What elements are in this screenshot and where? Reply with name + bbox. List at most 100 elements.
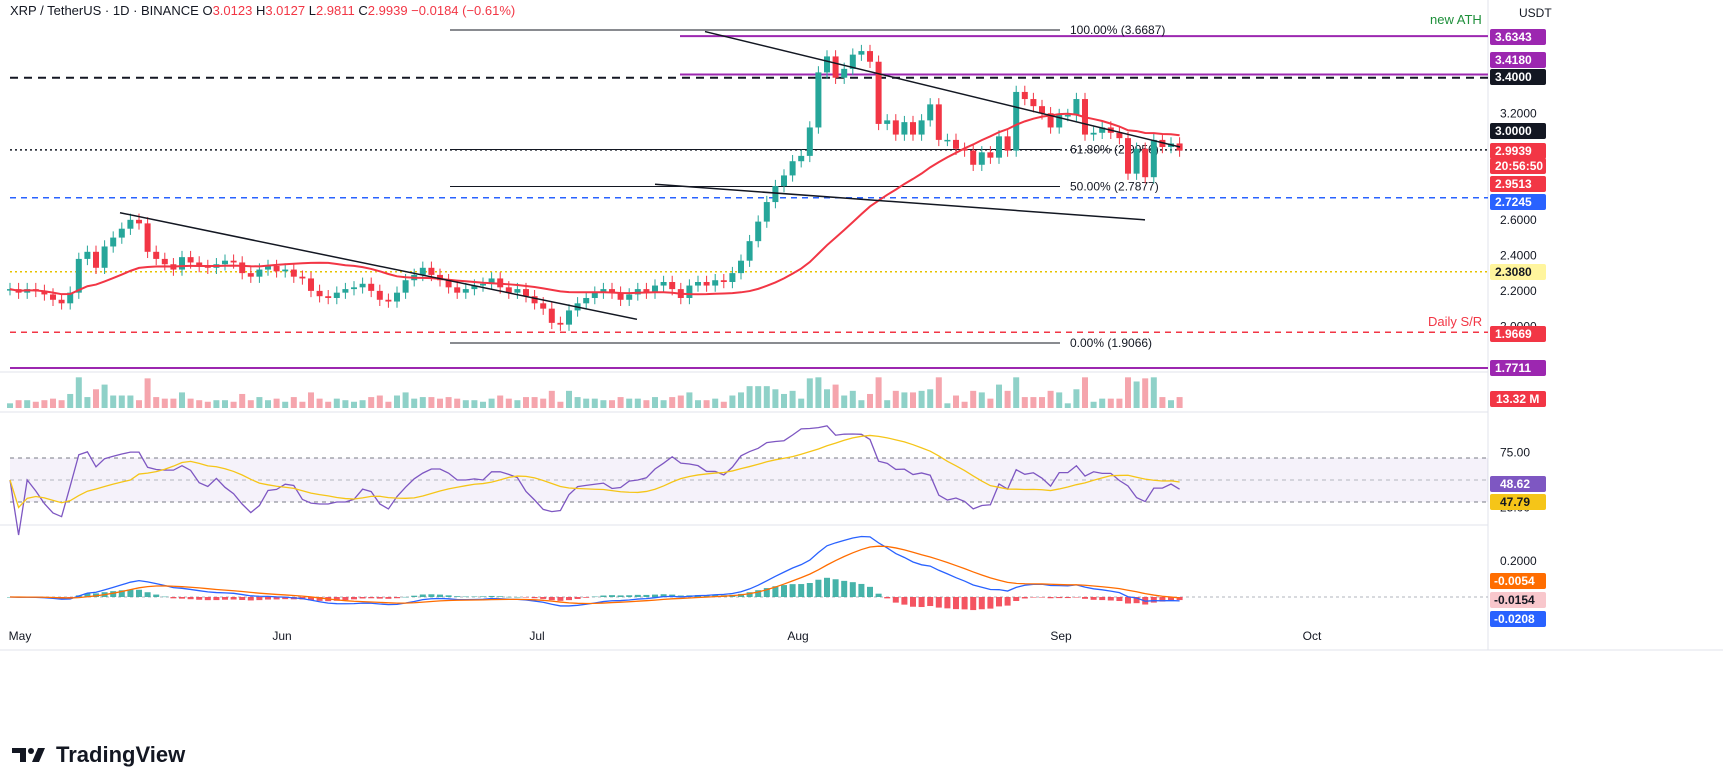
macd-histogram-bar <box>1159 597 1166 602</box>
macd-histogram-bar <box>557 597 564 601</box>
volume-bar <box>1047 390 1054 408</box>
macd-histogram-bar <box>161 596 168 598</box>
macd-histogram-bar <box>445 595 452 597</box>
volume-bar <box>669 397 676 408</box>
price-badge-label: 3.4180 <box>1495 53 1532 67</box>
open-value: 3.0123 <box>212 3 253 18</box>
time-tick-label: Jul <box>529 629 544 643</box>
macd-histogram-bar <box>437 594 443 597</box>
volume-bar <box>402 392 409 408</box>
volume-bar <box>67 393 74 408</box>
histogram-badge <box>1490 592 1546 608</box>
volume-bar <box>540 398 547 408</box>
signal-badge-label: -0.0054 <box>1494 574 1535 588</box>
volume-bar <box>1030 397 1037 408</box>
candle-body <box>660 282 667 286</box>
volume-bar <box>308 392 314 408</box>
macd-histogram-bar <box>953 597 959 610</box>
macd-histogram-bar <box>316 597 323 601</box>
volume-bar <box>351 401 357 408</box>
macd-histogram-bar <box>772 586 779 597</box>
candle-body <box>316 290 323 297</box>
volume-bar <box>781 393 787 408</box>
candle-body <box>600 289 607 293</box>
trendline-descending <box>119 211 638 321</box>
candle-body <box>763 202 770 222</box>
signal-line <box>9 545 1180 605</box>
volume-bar <box>961 401 968 408</box>
candle-body <box>256 269 263 277</box>
macd-histogram-bar <box>944 597 951 609</box>
volume-bar <box>1125 377 1131 408</box>
candle-body <box>789 161 796 176</box>
candle-body <box>118 228 125 238</box>
volume-bar <box>118 395 125 408</box>
tradingview-logo[interactable]: TradingView <box>12 742 185 768</box>
candle-body <box>230 260 237 263</box>
macd-histogram-bar <box>523 597 529 598</box>
candle-body <box>617 292 624 300</box>
candle-body <box>695 282 701 286</box>
macd-histogram-bar <box>230 597 237 600</box>
candle-body <box>58 299 65 304</box>
volume-bar <box>927 389 934 408</box>
close-label: C <box>358 3 368 18</box>
candle-body <box>41 290 48 295</box>
macd-histogram-bar <box>1064 597 1071 599</box>
candle-body <box>93 251 99 268</box>
channel-lower-line <box>654 183 1146 221</box>
candle-body <box>419 267 426 275</box>
macd-histogram-bar <box>342 597 349 601</box>
macd-histogram-bar <box>505 596 512 598</box>
candle-body <box>1099 127 1106 133</box>
volume-bar <box>1013 377 1020 408</box>
candle-body <box>101 246 108 268</box>
price-badge <box>1490 326 1546 342</box>
volume-bar <box>1107 398 1114 408</box>
volume-bar <box>136 400 142 408</box>
macd-histogram-bar <box>170 597 177 599</box>
candle-body <box>514 289 521 293</box>
candle-body <box>944 139 951 142</box>
volume-bar <box>110 395 117 408</box>
volume-bar <box>497 395 504 408</box>
macd-histogram-bar <box>110 591 117 597</box>
volume-bar <box>437 398 443 408</box>
macd-histogram-bar <box>1107 597 1114 601</box>
volume-bar <box>1021 397 1028 408</box>
candle-body <box>1056 115 1063 128</box>
macd-histogram-bar <box>179 597 185 599</box>
candle-body <box>1030 99 1037 107</box>
price-badge <box>1490 52 1546 68</box>
macd-histogram-bar <box>1168 597 1174 601</box>
candle-body <box>918 120 925 135</box>
volume-bar <box>634 398 641 408</box>
macd-histogram-bar <box>462 596 469 598</box>
volume-bar <box>419 397 426 408</box>
macd-histogram-bar <box>394 597 400 599</box>
change-value: −0.0184 (−0.61%) <box>411 3 516 18</box>
chart-canvas[interactable]: USDT3.20002.60002.40002.20002.0000100.00… <box>0 0 1723 735</box>
macd-histogram-bar <box>574 597 581 599</box>
price-badge <box>1490 194 1546 210</box>
rsi-badge-label: 48.62 <box>1500 477 1530 491</box>
volume-bar <box>798 398 805 408</box>
volume-bar <box>815 377 822 408</box>
macd-histogram-bar <box>1047 597 1054 599</box>
candle-body <box>1150 139 1157 178</box>
price-badge-label: 20:56:50 <box>1495 159 1543 173</box>
candle-body <box>153 251 160 259</box>
candle-body <box>368 283 375 291</box>
macd-histogram-bar <box>1013 597 1020 602</box>
volume-bar <box>282 401 289 408</box>
volume-bar <box>239 393 246 408</box>
symbol-title[interactable]: XRP / TetherUS · 1D · BINANCE <box>10 3 199 18</box>
volume-bar <box>755 386 762 408</box>
volume-bar <box>161 398 168 408</box>
candle-body <box>127 219 134 229</box>
macd-histogram-bar <box>376 597 383 599</box>
candle-body <box>798 155 805 162</box>
volume-bar <box>84 397 91 408</box>
macd-histogram-bar <box>471 596 478 598</box>
macd-histogram-bar <box>1176 597 1183 601</box>
